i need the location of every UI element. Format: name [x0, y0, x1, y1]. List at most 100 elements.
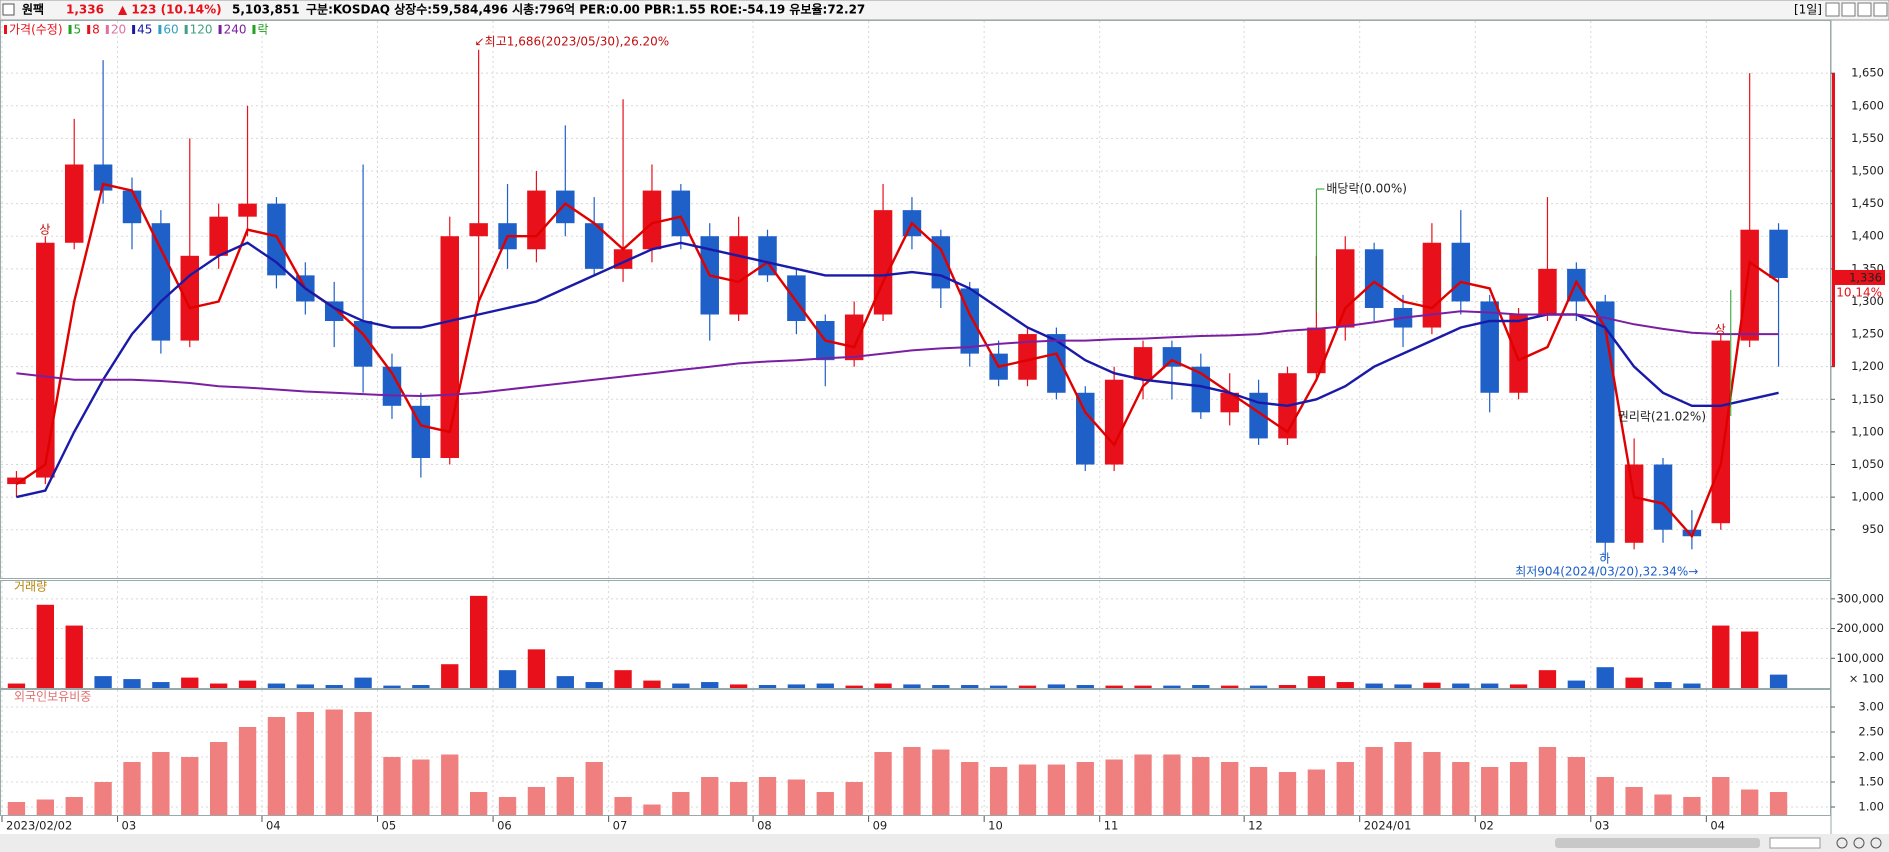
x-tick-label: 08: [757, 819, 772, 833]
zoom-slider[interactable]: [1769, 837, 1821, 849]
bar: [614, 797, 632, 815]
bar: [1769, 792, 1788, 815]
legend-label: 락: [257, 23, 268, 37]
period[interactable]: [1일]: [1794, 3, 1822, 17]
bar: [1538, 747, 1557, 815]
button[interactable]: [1857, 2, 1872, 17]
panel-title: 외국인보유비중: [14, 690, 91, 704]
candle-body: [1451, 242, 1471, 302]
bar: [1249, 685, 1268, 688]
zoom-in[interactable]: [1853, 837, 1865, 849]
bar: [845, 685, 863, 688]
bar: [1278, 772, 1297, 815]
bar: [1105, 685, 1123, 688]
price-marker: [1833, 269, 1885, 285]
annotation: 하: [1599, 552, 1610, 566]
legend-label: 45: [137, 23, 152, 37]
candle-body: [180, 255, 200, 341]
bar: [643, 680, 661, 688]
bar: [94, 782, 112, 815]
close-button[interactable]: [1873, 2, 1888, 17]
bar: [1047, 684, 1066, 688]
bar: [1336, 682, 1354, 688]
bar: [441, 754, 459, 815]
bar: [1481, 683, 1499, 688]
candle-body: [151, 223, 171, 341]
y-tick-label: 200,000: [1836, 621, 1884, 635]
bar: [469, 792, 488, 815]
candle-body: [527, 190, 546, 250]
bar: [527, 787, 546, 815]
bar: [585, 762, 603, 815]
legend-swatch: [68, 25, 72, 34]
bar: [874, 683, 892, 688]
bar: [932, 685, 950, 688]
checkbox[interactable]: [2, 3, 15, 16]
price-change-label: 10.14%: [1836, 285, 1882, 299]
bar: [123, 679, 141, 688]
bar: [36, 799, 54, 815]
bar: [1134, 754, 1152, 815]
bar: [1192, 757, 1210, 815]
bar: [787, 684, 806, 688]
candle-body: [1682, 529, 1702, 537]
bar: [441, 664, 459, 688]
scrollbar-area: [0, 834, 1889, 852]
panels: [0, 20, 1832, 834]
bar: [325, 685, 343, 688]
bar: [1625, 787, 1643, 815]
candle-body: [267, 203, 286, 276]
bar: [65, 797, 83, 815]
candle-body: [324, 301, 344, 322]
bar: [1654, 682, 1672, 688]
candle-body: [729, 236, 748, 315]
zoom-out[interactable]: [1836, 837, 1848, 849]
bar: [903, 684, 921, 688]
legend-swatch: [105, 25, 109, 34]
annotation: 권리락(21.02%): [1618, 410, 1706, 424]
info: 구분:KOSDAQ 상장수:59,584,496 시총:796억 PER:0.0…: [306, 2, 865, 17]
x-tick-label: 02: [1479, 819, 1494, 833]
bar: [209, 742, 228, 815]
x-tick-label: 07: [613, 819, 628, 833]
candle-body: [36, 242, 55, 478]
bar: [614, 670, 632, 688]
bar: [412, 759, 430, 815]
candle-body: [209, 216, 228, 256]
price: 1,336: [66, 3, 104, 17]
y-tick-label: 1,000: [1851, 490, 1884, 504]
bar: [1567, 757, 1586, 815]
x-tick-label: 11: [1104, 819, 1119, 833]
candle-body: [1220, 392, 1239, 413]
bar: [989, 767, 1008, 815]
x-tick-label: 04: [266, 819, 281, 833]
button[interactable]: [1841, 2, 1856, 17]
bar: [1336, 762, 1354, 815]
bar: [1221, 762, 1239, 815]
axis-range-bar: [1832, 73, 1835, 367]
legend-swatch: [252, 25, 256, 34]
candle-body: [1307, 327, 1326, 374]
y-tick-label: 1,600: [1851, 98, 1884, 112]
bar: [1596, 777, 1614, 815]
unit-label: × 100: [1849, 672, 1884, 686]
y-tick-label: 1,300: [1851, 294, 1884, 308]
candle-body: [1364, 249, 1384, 308]
annotation: 배당락(0.00%): [1326, 182, 1407, 196]
bar: [94, 676, 112, 688]
bar: [1394, 684, 1412, 688]
button[interactable]: [1825, 2, 1840, 17]
candle-body: [1480, 301, 1499, 393]
legend-label: 120: [190, 23, 213, 37]
bar: [816, 683, 834, 688]
bar: [498, 797, 517, 815]
bar: [1105, 759, 1123, 815]
candle-body: [1653, 464, 1673, 530]
legend-swatch: [4, 25, 7, 34]
scroll-thumb[interactable]: [1555, 838, 1760, 848]
bar: [556, 676, 574, 688]
bar: [1596, 667, 1614, 688]
bar: [7, 802, 26, 815]
bar: [1394, 742, 1412, 815]
zoom-reset[interactable]: [1870, 837, 1882, 849]
